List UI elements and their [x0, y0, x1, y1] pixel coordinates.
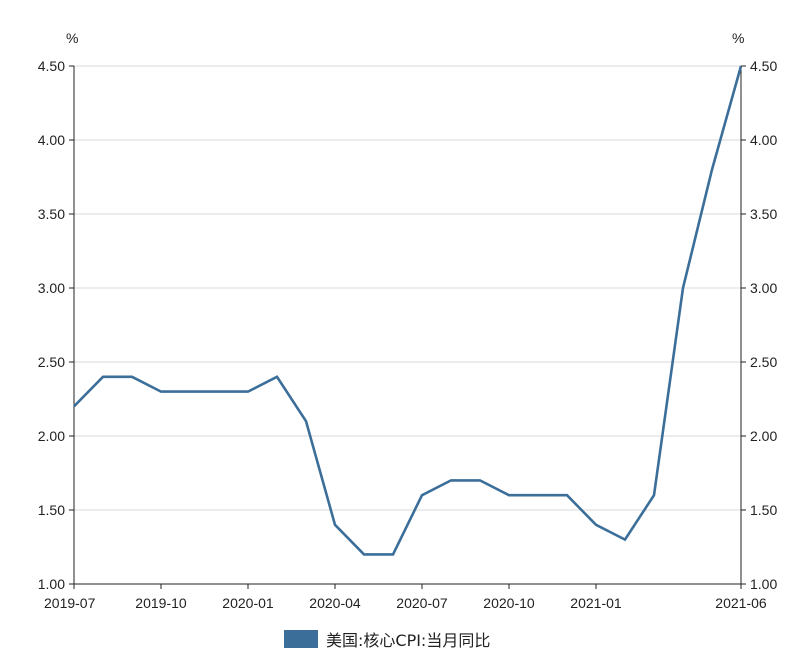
y-tick-label-right: 1.50: [750, 502, 777, 518]
y-tick-label-right: 1.00: [750, 576, 777, 592]
chart: 1.00 1.00 1.50 1.50 2.00 2.00 2.50 2.50 3.00 3.00…: [38, 30, 778, 611]
y-tick-label-right: 4.00: [750, 132, 777, 148]
x-tick-label: 2021-06: [715, 595, 767, 611]
axes: [73, 66, 742, 589]
y-tick-label-right: 2.00: [750, 428, 777, 444]
left-axis-unit: %: [66, 30, 78, 46]
grid-lines: [69, 65, 746, 585]
y-tick-label-right: 4.50: [750, 58, 777, 74]
y-tick-label-left: 2.50: [38, 354, 65, 370]
series-line: [73, 65, 743, 556]
x-tick-label: 2020-07: [396, 595, 448, 611]
y-tick-label-left: 1.50: [38, 502, 65, 518]
y-tick-label-left: 4.50: [38, 58, 65, 74]
legend-label: 美国:核心CPI:当月同比: [326, 631, 491, 650]
y-tick-label-left: 3.00: [38, 280, 65, 296]
right-axis-unit: %: [732, 30, 744, 46]
series-layer: [73, 65, 743, 556]
y-tick-label-left: 1.00: [38, 576, 65, 592]
y-tick-label-right: 3.00: [750, 280, 777, 296]
y-tick-label-left: 4.00: [38, 132, 65, 148]
y-tick-label-right: 3.50: [750, 206, 777, 222]
x-tick-label: 2020-04: [309, 595, 361, 611]
x-tick-label: 2019-07: [44, 595, 96, 611]
y-tick-label-left: 3.50: [38, 206, 65, 222]
tick-labels: 1.00 1.00 1.50 1.50 2.00 2.00 2.50 2.50 3.00 3.00…: [38, 58, 778, 611]
x-tick-label: 2019-10: [135, 595, 187, 611]
x-tick-label: 2021-01: [570, 595, 622, 611]
y-tick-label-right: 2.50: [750, 354, 777, 370]
y-tick-label-left: 2.00: [38, 428, 65, 444]
legend: 美国:核心CPI:当月同比: [284, 626, 490, 652]
x-tick-label: 2020-01: [222, 595, 274, 611]
x-tick-label: 2020-10: [483, 595, 535, 611]
legend-swatch: [284, 630, 318, 648]
